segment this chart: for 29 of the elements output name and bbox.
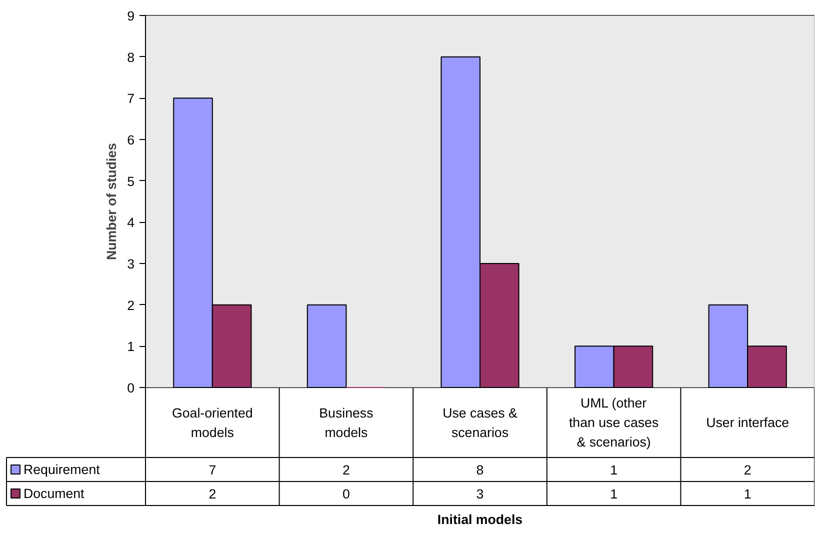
- data-label: 8: [476, 462, 484, 478]
- data-label: 1: [610, 462, 618, 478]
- y-tick-label: 8: [127, 50, 135, 65]
- data-label: 1: [610, 486, 618, 502]
- data-label: 1: [744, 486, 752, 502]
- data-label: 2: [744, 462, 752, 478]
- x-tick-label: Use cases & scenarios: [442, 405, 518, 440]
- x-tick-label: UML (other than use cases & scenarios): [568, 396, 659, 450]
- data-label: 2: [208, 486, 216, 502]
- y-axis-title: Number of studies: [104, 142, 120, 260]
- y-tick-label: 4: [127, 215, 136, 230]
- y-tick-label: 5: [127, 174, 135, 189]
- y-tick-label: 3: [127, 256, 135, 272]
- y-tick-label: 9: [127, 8, 135, 24]
- data-label: 3: [476, 486, 484, 502]
- y-tick-label: 7: [127, 91, 135, 106]
- x-tick-label: Business models: [319, 405, 374, 440]
- data-label: 2: [342, 462, 350, 478]
- x-tick-label: User interface: [706, 415, 790, 430]
- x-tick-label: Goal-oriented models: [172, 405, 253, 440]
- y-tick-label: 1: [127, 339, 135, 354]
- y-tick-label: 0: [127, 380, 135, 396]
- y-tick-label: 2: [127, 298, 135, 313]
- data-label: 0: [342, 486, 350, 502]
- legend-label: Requirement: [24, 462, 100, 477]
- x-axis-title: Initial models: [437, 512, 523, 527]
- data-label: 7: [208, 462, 216, 478]
- y-tick-label: 6: [127, 132, 135, 148]
- legend-label: Document: [24, 486, 85, 501]
